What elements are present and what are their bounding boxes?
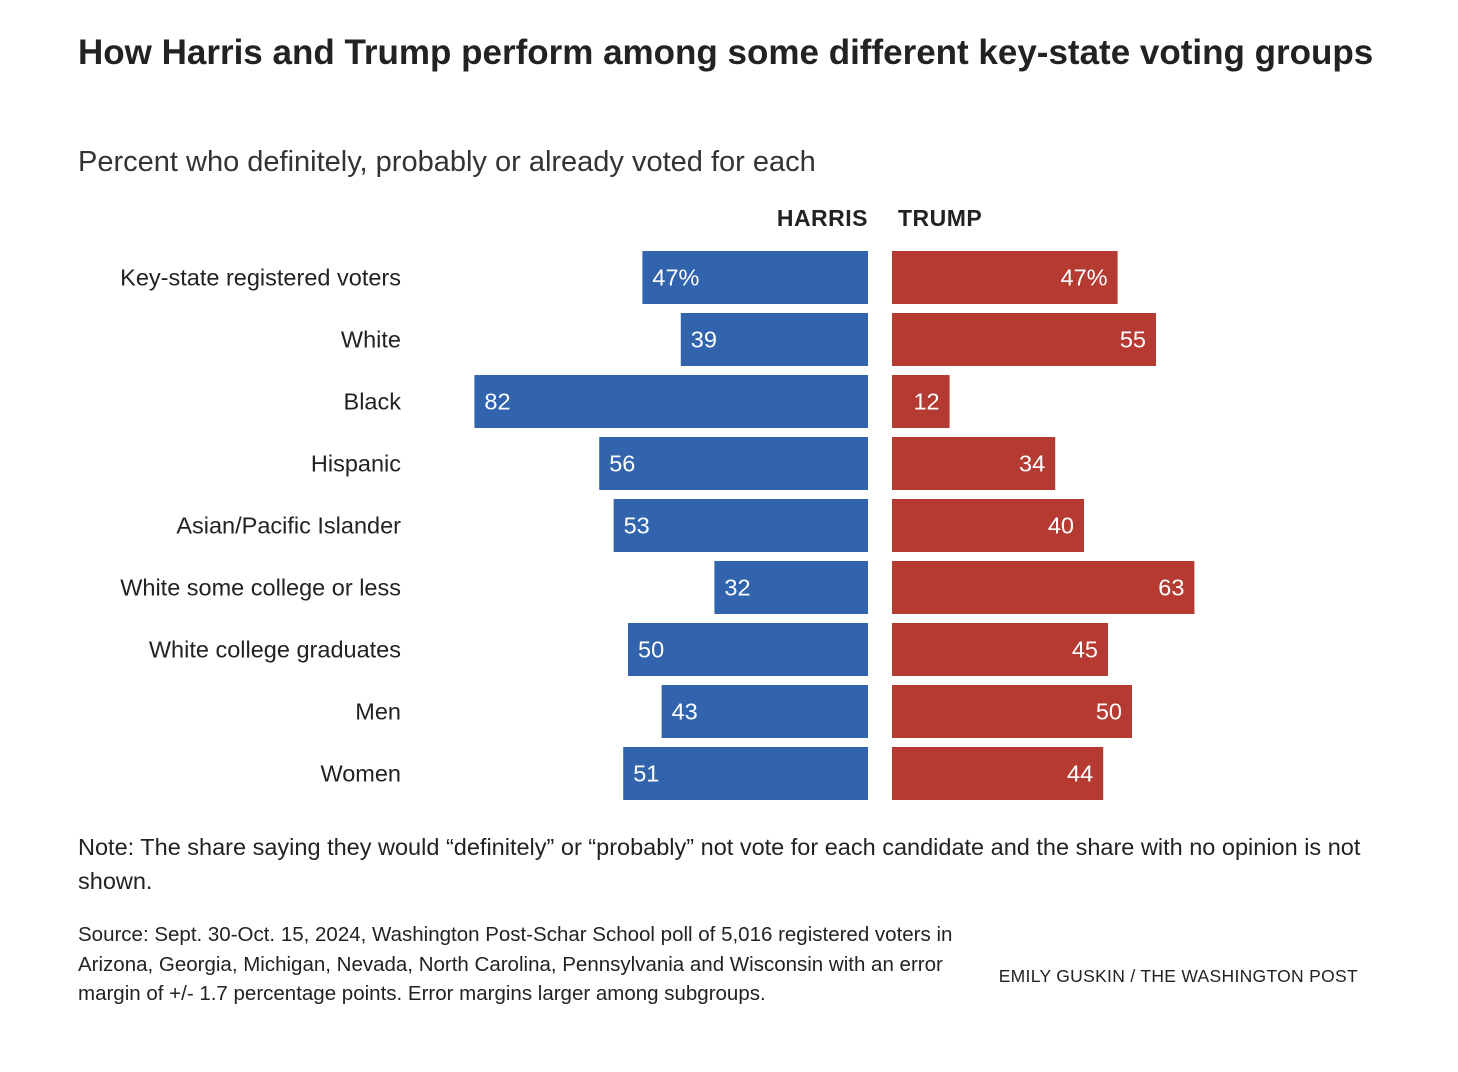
trump-value-hispanic: 34 <box>1019 451 1045 477</box>
harris-bar-white-some-college-or-less <box>714 561 868 614</box>
trump-bar-hispanic <box>892 437 1056 490</box>
harris-bar-men <box>661 685 868 738</box>
trump-value-black: 12 <box>913 389 939 415</box>
trump-value-white: 55 <box>1120 327 1146 353</box>
trump-value-key-state-registered-voters: 47% <box>1061 265 1108 291</box>
harris-bar-black <box>474 375 868 428</box>
harris-value-key-state-registered-voters: 47% <box>652 265 699 291</box>
trump-value-white-college-graduates: 45 <box>1072 637 1098 663</box>
category-label-key-state-registered-voters: Key-state registered voters <box>120 265 401 291</box>
chart-note: Note: The share saying they would “defin… <box>78 834 1361 894</box>
series-header-trump: TRUMP <box>898 205 983 231</box>
trump-bar-key-state-registered-voters <box>892 251 1118 304</box>
harris-bar-women <box>623 747 868 800</box>
trump-bar-women <box>892 747 1104 800</box>
trump-bar-black <box>892 375 950 428</box>
trump-value-white-some-college-or-less: 63 <box>1158 575 1184 601</box>
harris-value-women: 51 <box>633 761 659 787</box>
category-label-white: White <box>341 327 401 353</box>
series-header-harris: HARRIS <box>776 205 868 231</box>
harris-bar-hispanic <box>599 437 868 490</box>
harris-value-white: 39 <box>691 327 717 353</box>
harris-value-men: 43 <box>672 699 698 725</box>
diverging-bar-chart: Key-state registered voters 47% 47% White 39… <box>120 251 1195 800</box>
chart-title: How Harris and Trump perform among some … <box>78 33 1374 72</box>
harris-bar-key-state-registered-voters <box>642 251 868 304</box>
harris-value-white-some-college-or-less: 32 <box>724 575 750 601</box>
harris-value-black: 82 <box>484 389 510 415</box>
category-label-men: Men <box>355 699 401 725</box>
category-label-hispanic: Hispanic <box>311 451 401 477</box>
chart-source: Source: Sept. 30-Oct. 15, 2024, Washingt… <box>78 923 953 1005</box>
harris-bar-white <box>680 313 868 366</box>
trump-value-men: 50 <box>1096 699 1122 725</box>
category-label-women: Women <box>320 761 401 787</box>
category-label-white-college-graduates: White college graduates <box>149 637 401 663</box>
chart-subtitle: Percent who definitely, probably or alre… <box>78 146 816 178</box>
trump-bar-men <box>892 685 1132 738</box>
category-label-asian-pacific-islander: Asian/Pacific Islander <box>176 513 401 539</box>
trump-bar-white-some-college-or-less <box>892 561 1195 614</box>
harris-value-hispanic: 56 <box>609 451 635 477</box>
trump-bar-white <box>892 313 1156 366</box>
trump-bar-white-college-graduates <box>892 623 1108 676</box>
category-label-white-some-college-or-less: White some college or less <box>120 575 401 601</box>
trump-bar-asian-pacific-islander <box>892 499 1084 552</box>
harris-value-asian-pacific-islander: 53 <box>624 513 650 539</box>
chart-credit: EMILY GUSKIN / THE WASHINGTON POST <box>998 966 1358 986</box>
harris-value-white-college-graduates: 50 <box>638 637 664 663</box>
trump-value-asian-pacific-islander: 40 <box>1048 513 1074 539</box>
trump-value-women: 44 <box>1067 761 1093 787</box>
harris-bar-white-college-graduates <box>628 623 868 676</box>
harris-bar-asian-pacific-islander <box>613 499 868 552</box>
category-label-black: Black <box>344 389 402 415</box>
